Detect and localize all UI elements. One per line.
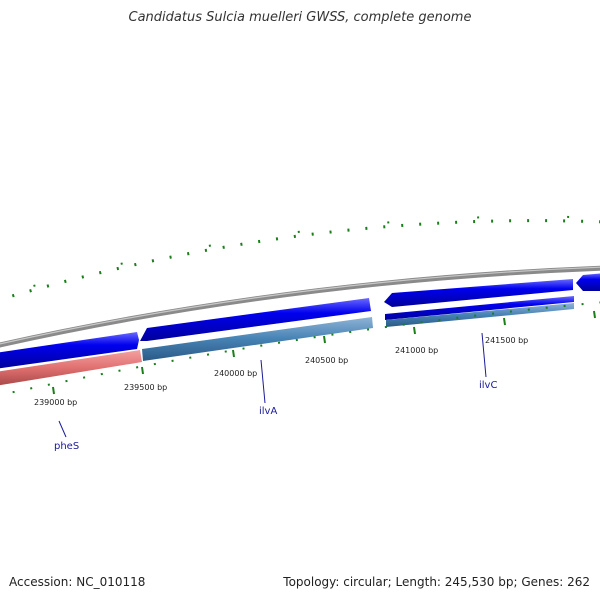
gene-label-leader xyxy=(481,332,487,378)
scale-major-tick xyxy=(141,366,144,375)
scale-tick-label: 241500 bp xyxy=(485,336,528,345)
cds-arrow xyxy=(576,273,600,291)
gene-label-ilvc[interactable]: ilvC xyxy=(479,380,497,391)
scale-tick-label: 239500 bp xyxy=(124,383,167,392)
gene-label-phes[interactable]: pheS xyxy=(54,441,79,452)
gene-label-ilva[interactable]: ilvA xyxy=(259,406,277,417)
genome-summary: Topology: circular; Length: 245,530 bp; … xyxy=(283,575,590,589)
gene-block-ilva xyxy=(142,317,373,361)
genome-backbone-highlight xyxy=(0,266,600,345)
scale-major-tick xyxy=(52,386,55,395)
accession-label: Accession: NC_010118 xyxy=(9,575,146,589)
scale-major-tick xyxy=(323,335,326,344)
cds-arrow xyxy=(140,298,371,341)
cds-arrow xyxy=(384,279,573,307)
scale-major-tick xyxy=(232,349,235,358)
scale-major-tick xyxy=(593,310,596,319)
scale-major-tick xyxy=(503,317,506,326)
cds-arrow xyxy=(0,332,139,369)
scale-major-tick xyxy=(413,326,416,335)
scale-tick-label: 240000 bp xyxy=(214,369,257,378)
scale-tick-label: 241000 bp xyxy=(395,346,438,355)
gene-block-phes xyxy=(0,350,142,386)
gene-label-leader xyxy=(58,420,67,438)
scale-tick-label: 240500 bp xyxy=(305,356,348,365)
genome-backbone xyxy=(0,265,600,348)
gene-block-ilvc xyxy=(386,303,574,327)
scale-tick-label: 239000 bp xyxy=(34,398,77,407)
page-title: Candidatus Sulcia muelleri GWSS, complet… xyxy=(128,10,472,25)
cds-block-inner xyxy=(385,296,574,320)
gene-label-leader xyxy=(260,359,266,404)
